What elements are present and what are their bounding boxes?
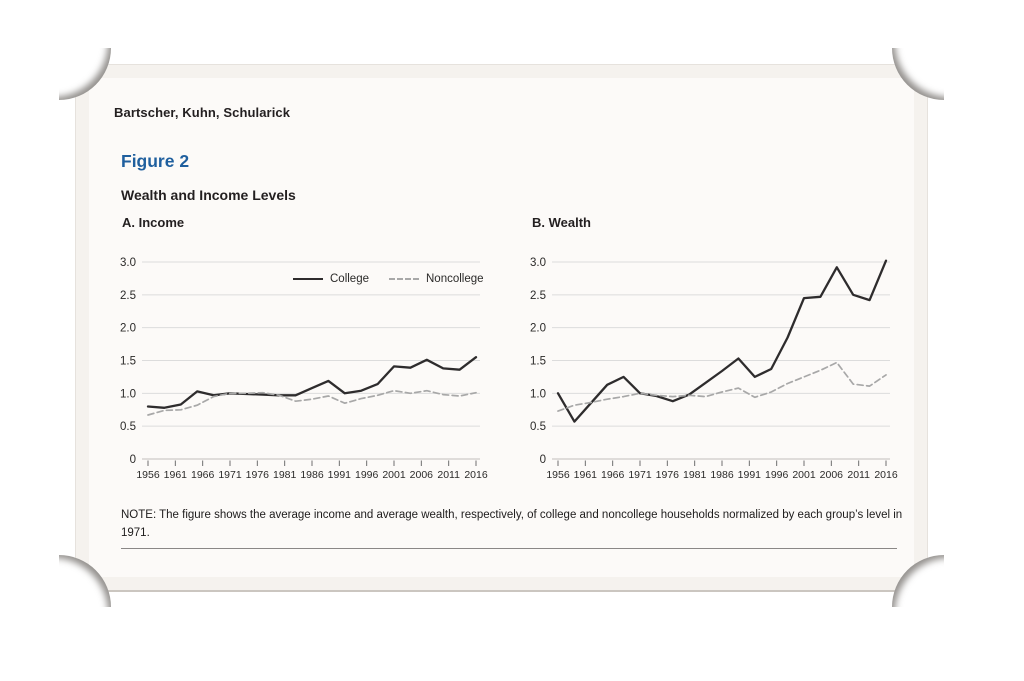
author-line: Bartscher, Kuhn, Schularick (114, 105, 291, 120)
svg-text:1996: 1996 (765, 469, 789, 481)
svg-text:1991: 1991 (328, 469, 352, 481)
svg-text:0.5: 0.5 (530, 421, 546, 433)
svg-text:2001: 2001 (792, 469, 816, 481)
svg-text:1961: 1961 (574, 469, 598, 481)
svg-text:3.0: 3.0 (530, 257, 546, 269)
page-curl-bottom-right-icon (892, 555, 944, 607)
legend-item-college: College (293, 273, 369, 285)
noncollege-line-swatch-icon (389, 278, 419, 280)
bottom-rule (121, 548, 897, 549)
svg-text:2006: 2006 (820, 469, 844, 481)
svg-text:1.5: 1.5 (530, 356, 546, 368)
figure-title: Wealth and Income Levels (121, 187, 296, 203)
legend-item-noncollege: Noncollege (389, 273, 484, 285)
chart-legend: College Noncollege (293, 273, 484, 285)
svg-text:2016: 2016 (464, 469, 488, 481)
svg-text:2.5: 2.5 (530, 290, 546, 302)
svg-text:1.0: 1.0 (120, 388, 136, 400)
legend-label-college: College (330, 273, 369, 285)
svg-text:1966: 1966 (191, 469, 215, 481)
svg-text:1.5: 1.5 (120, 356, 136, 368)
svg-text:1976: 1976 (246, 469, 270, 481)
panel-wealth-title: B. Wealth (532, 215, 591, 230)
svg-text:3.0: 3.0 (120, 257, 136, 269)
svg-text:1996: 1996 (355, 469, 379, 481)
svg-text:2006: 2006 (410, 469, 434, 481)
svg-text:2001: 2001 (382, 469, 406, 481)
college-line-swatch-icon (293, 278, 323, 280)
svg-text:1986: 1986 (300, 469, 324, 481)
svg-text:0: 0 (130, 454, 136, 466)
svg-text:2011: 2011 (847, 469, 870, 481)
svg-text:2.0: 2.0 (120, 323, 136, 335)
svg-text:1966: 1966 (601, 469, 625, 481)
panel-wealth: B. Wealth 0 0.5 1.0 1.5 2.0 2.5 3.0 1956 1961 196… (518, 215, 913, 481)
figure-card: Bartscher, Kuhn, Schularick Figure 2 Wea… (59, 48, 944, 607)
panel-income-title: A. Income (122, 215, 185, 230)
figure-label: Figure 2 (121, 151, 190, 171)
legend-label-noncollege: Noncollege (426, 273, 484, 285)
page-curl-top-right-icon (892, 48, 944, 100)
svg-text:2016: 2016 (874, 469, 898, 481)
svg-text:2011: 2011 (437, 469, 460, 481)
svg-text:0.5: 0.5 (120, 421, 136, 433)
svg-text:1981: 1981 (683, 469, 707, 481)
svg-text:1976: 1976 (656, 469, 680, 481)
svg-text:1981: 1981 (273, 469, 297, 481)
svg-text:1961: 1961 (164, 469, 188, 481)
svg-text:1.0: 1.0 (530, 388, 546, 400)
svg-text:0: 0 (540, 454, 546, 466)
svg-text:1991: 1991 (738, 469, 762, 481)
svg-text:2.5: 2.5 (120, 290, 136, 302)
page-curl-bottom-left-icon (59, 555, 111, 607)
svg-text:1971: 1971 (218, 469, 242, 481)
svg-text:2.0: 2.0 (530, 323, 546, 335)
svg-text:1986: 1986 (710, 469, 734, 481)
panel-income: A. Income College Noncollege 0 0.5 1.0 1.5 2… (108, 215, 503, 481)
svg-text:1956: 1956 (136, 469, 160, 481)
svg-text:1971: 1971 (628, 469, 652, 481)
svg-text:1956: 1956 (546, 469, 570, 481)
note-text: NOTE: The figure shows the average incom… (121, 509, 903, 539)
page-curl-top-left-icon (59, 48, 111, 100)
